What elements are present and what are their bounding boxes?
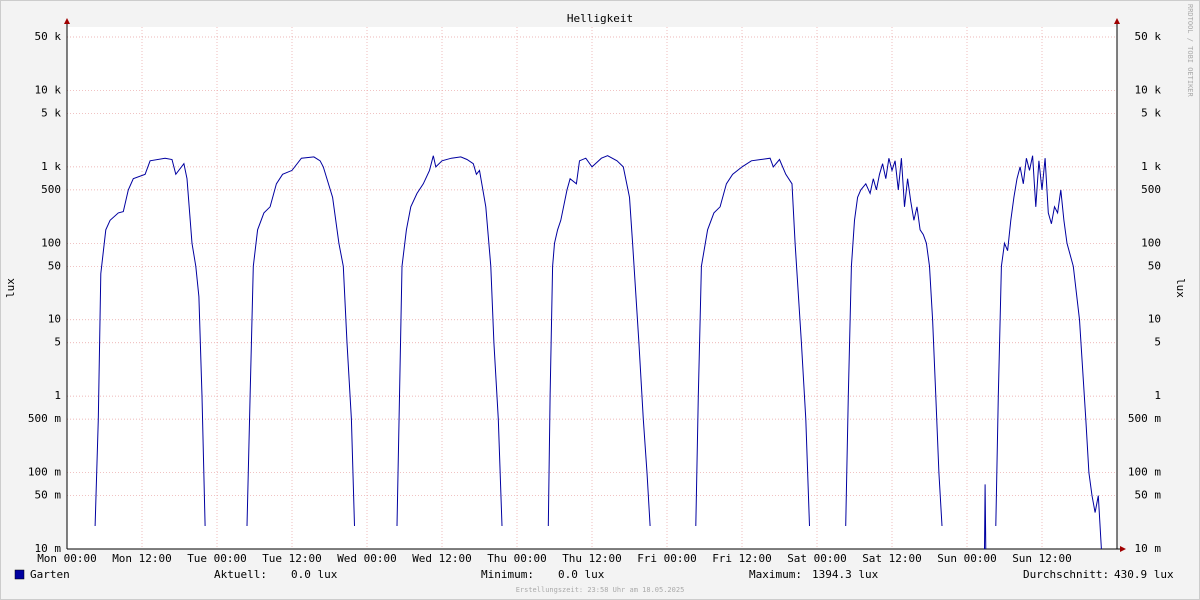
x-tick-label: Fri 12:00	[712, 552, 772, 565]
chart-title: Helligkeit	[567, 12, 633, 25]
x-tick-label: Wed 12:00	[412, 552, 472, 565]
stat-label: Maximum:	[749, 568, 802, 581]
axis-arrow	[1120, 546, 1126, 552]
y2-tick-label: 500 m	[1128, 412, 1161, 425]
y2-tick-label: 100	[1141, 236, 1161, 249]
y-tick-label: 10 m	[35, 542, 62, 555]
y2-tick-label: 10 k	[1135, 83, 1162, 96]
x-tick-label: Fri 00:00	[637, 552, 697, 565]
y2-tick-label: 1 k	[1141, 160, 1161, 173]
x-tick-label: Mon 12:00	[112, 552, 172, 565]
footer: Erstellungszeit: 23:58 Uhr am 18.05.2025	[516, 586, 685, 594]
y2-tick-label: 5 k	[1141, 106, 1161, 119]
y2-tick-label: 500	[1141, 183, 1161, 196]
stat-label: Durchschnitt:	[1023, 568, 1109, 581]
legend-label: Garten	[30, 568, 70, 581]
y-tick-label: 5	[54, 336, 61, 349]
stat-value: 1394.3 lux	[812, 568, 879, 581]
axis-arrow	[64, 18, 70, 24]
y2-tick-label: 50 m	[1135, 489, 1162, 502]
y2-tick-label: 50	[1148, 259, 1161, 272]
x-tick-label: Sat 00:00	[787, 552, 847, 565]
axis-arrow	[1114, 18, 1120, 24]
y-tick-label: 10 k	[35, 83, 62, 96]
y2-tick-label: 50 k	[1135, 30, 1162, 43]
y2-axis-label: lux	[1174, 278, 1187, 298]
y-tick-label: 1 k	[41, 160, 61, 173]
legend-swatch	[14, 569, 25, 580]
y2-tick-label: 1	[1154, 389, 1161, 402]
y-tick-label: 500 m	[28, 412, 61, 425]
y-tick-label: 1	[54, 389, 61, 402]
y-axis-label: lux	[4, 278, 17, 298]
y-tick-label: 100	[41, 236, 61, 249]
stat-label: Aktuell:	[214, 568, 267, 581]
y2-tick-label: 100 m	[1128, 466, 1161, 479]
x-tick-label: Thu 12:00	[562, 552, 622, 565]
stat-label: Minimum:	[481, 568, 534, 581]
x-tick-label: Mon 00:00	[37, 552, 97, 565]
y2-tick-label: 10 m	[1135, 542, 1162, 555]
x-tick-label: Tue 12:00	[262, 552, 322, 565]
y-tick-label: 500	[41, 183, 61, 196]
y2-tick-label: 10	[1148, 313, 1161, 326]
stat-value: 430.9 lux	[1114, 568, 1174, 581]
y-tick-label: 100 m	[28, 466, 61, 479]
y-tick-label: 50 m	[35, 489, 62, 502]
x-tick-label: Sat 12:00	[862, 552, 922, 565]
y-tick-label: 5 k	[41, 106, 61, 119]
y-tick-label: 50 k	[35, 30, 62, 43]
y-tick-label: 50	[48, 259, 61, 272]
x-tick-label: Sun 12:00	[1012, 552, 1072, 565]
x-tick-label: Sun 00:00	[937, 552, 997, 565]
stat-value: 0.0 lux	[558, 568, 605, 581]
y2-tick-label: 5	[1154, 336, 1161, 349]
x-tick-label: Thu 00:00	[487, 552, 547, 565]
stat-value: 0.0 lux	[291, 568, 338, 581]
x-tick-label: Tue 00:00	[187, 552, 247, 565]
x-tick-label: Wed 00:00	[337, 552, 397, 565]
y-tick-label: 10	[48, 313, 61, 326]
data-line	[94, 155, 1102, 550]
watermark: RRDTOOL / TOBI OETIKER	[1186, 4, 1194, 98]
